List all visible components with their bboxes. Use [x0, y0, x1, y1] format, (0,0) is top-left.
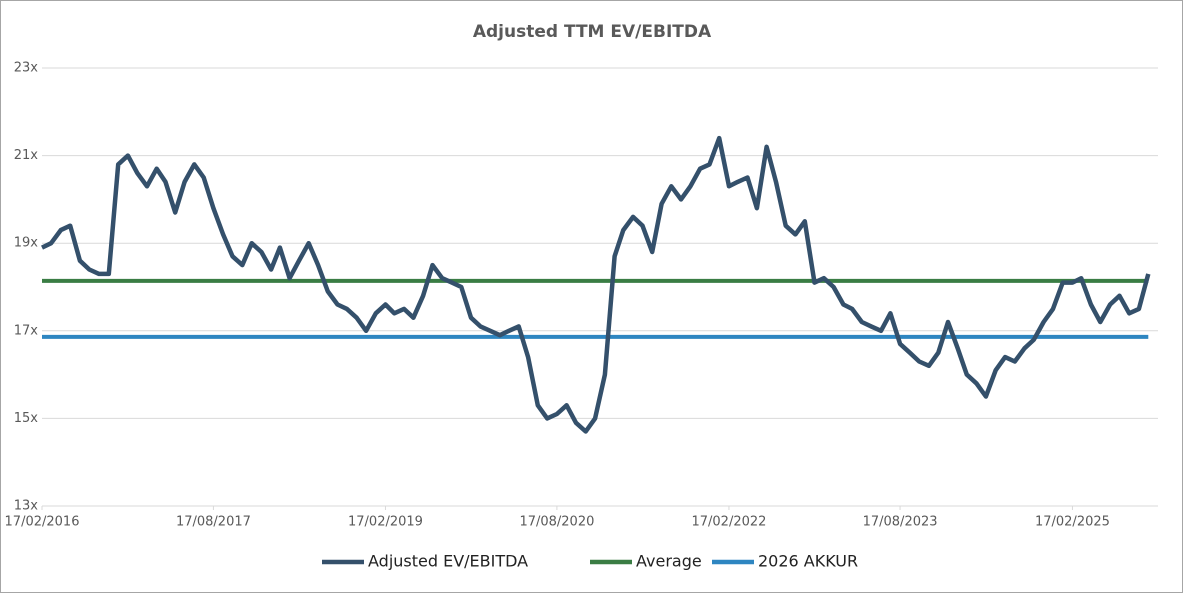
x-tick-label: 17/08/2020: [519, 515, 594, 530]
x-tick-label: 17/02/2022: [691, 515, 766, 530]
x-tick-label: 17/08/2023: [863, 515, 938, 530]
x-tick-label: 17/02/2019: [348, 515, 423, 530]
x-tick-label: 17/02/2025: [1035, 515, 1110, 530]
y-tick-label: 21x: [14, 148, 39, 163]
y-tick-label: 17x: [14, 323, 39, 338]
y-tick-label: 19x: [14, 236, 39, 251]
x-tick-label: 17/02/2016: [5, 515, 80, 530]
legend-label: Average: [636, 552, 702, 571]
series-line: [41, 135, 1151, 434]
y-tick-label: 13x: [14, 499, 39, 514]
y-tick-label: 15x: [14, 411, 39, 426]
y-tick-label: 23x: [14, 61, 39, 76]
chart-title: Adjusted TTM EV/EBITDA: [473, 22, 712, 42]
legend-label: Adjusted EV/EBITDA: [368, 552, 528, 571]
x-tick-label: 17/08/2017: [176, 515, 251, 530]
legend-label: 2026 AKKUR: [758, 552, 858, 571]
